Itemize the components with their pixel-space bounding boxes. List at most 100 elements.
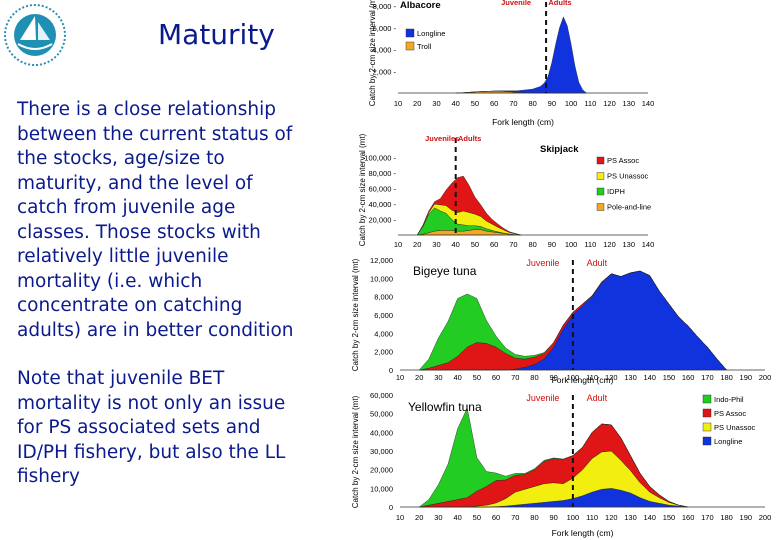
series-area-longline: [455, 16, 588, 94]
chart-title: Yellowfin tuna: [408, 400, 482, 414]
legend-swatch: [702, 394, 712, 404]
y-tick-label: 80,000 -: [368, 169, 396, 178]
x-tick-label: 80: [528, 240, 536, 249]
x-tick-label: 150: [663, 513, 676, 522]
x-tick-label: 120: [605, 513, 618, 522]
y-axis-label: Catch by 2-cm size interval (mt): [368, 0, 377, 106]
x-tick-label: 140: [643, 373, 656, 382]
x-tick-label: 10: [396, 373, 404, 382]
y-tick-label: 2,000 -: [373, 67, 397, 76]
x-tick-label: 60: [492, 373, 500, 382]
legend-swatch: [596, 203, 605, 211]
juvenile-label: Juvenile: [526, 258, 559, 268]
y-tick-label: 8,000: [374, 293, 393, 302]
chart-title: Albacore: [400, 0, 441, 11]
y-tick-label: 60,000 -: [368, 185, 396, 194]
x-tick-label: 40: [452, 99, 460, 108]
x-axis-label: Fork length (cm): [552, 375, 614, 385]
x-tick-label: 20: [413, 99, 421, 108]
x-tick-label: 140: [643, 513, 656, 522]
y-tick-label: 50,000: [370, 410, 393, 419]
x-tick-label: 170: [701, 373, 714, 382]
x-tick-label: 150: [663, 373, 676, 382]
x-tick-label: 120: [603, 240, 616, 249]
x-tick-label: 30: [432, 99, 440, 108]
x-tick-label: 70: [511, 373, 519, 382]
legend-label: PS Unassoc: [607, 172, 649, 181]
x-tick-label: 140: [642, 240, 655, 249]
x-tick-label: 180: [720, 513, 733, 522]
legend-swatch: [596, 156, 605, 165]
x-axis-label: Fork length (cm): [552, 528, 614, 538]
x-tick-label: 40: [453, 513, 461, 522]
legend-label: PS Unassoc: [714, 423, 756, 432]
x-tick-label: 100: [567, 513, 580, 522]
legend-label: Indo-Phil: [714, 395, 744, 404]
x-tick-label: 130: [624, 513, 637, 522]
x-tick-label: 70: [509, 240, 517, 249]
x-tick-label: 170: [701, 513, 714, 522]
x-tick-label: 50: [471, 240, 479, 249]
x-tick-label: 200: [759, 513, 772, 522]
x-tick-label: 130: [623, 99, 636, 108]
y-axis-label: Catch by 2-cm size interval (mt): [358, 133, 367, 246]
y-tick-label: 20,000 -: [368, 216, 396, 225]
juvenile-label: Juvenile: [501, 0, 531, 7]
x-tick-label: 30: [432, 240, 440, 249]
body-paragraph-2: Note that juvenile BET mortality is not …: [17, 368, 286, 487]
y-tick-label: 0: [389, 366, 393, 375]
legend-swatch: [702, 408, 712, 418]
legend-swatch: [405, 28, 415, 38]
x-tick-label: 190: [740, 373, 753, 382]
x-tick-label: 20: [415, 373, 423, 382]
x-tick-label: 80: [530, 373, 538, 382]
y-tick-label: 4,000: [374, 329, 393, 338]
x-tick-label: 140: [642, 99, 655, 108]
x-tick-label: 10: [394, 99, 402, 108]
x-tick-label: 90: [548, 240, 556, 249]
y-axis-label: Catch by 2-cm size interval (mt): [351, 258, 360, 371]
x-tick-label: 50: [473, 373, 481, 382]
x-tick-label: 30: [434, 373, 442, 382]
legend-swatch: [405, 41, 415, 51]
x-tick-label: 90: [548, 99, 556, 108]
x-tick-label: 10: [394, 240, 402, 249]
x-tick-label: 190: [740, 513, 753, 522]
y-tick-label: 40,000: [370, 428, 393, 437]
x-tick-label: 100: [567, 373, 580, 382]
y-tick-label: 2,000: [374, 348, 393, 357]
legend-label: IDPH: [607, 187, 625, 196]
x-tick-label: 50: [471, 99, 479, 108]
x-tick-label: 110: [586, 373, 598, 382]
legend-label: Troll: [417, 42, 432, 51]
x-tick-label: 160: [682, 513, 695, 522]
y-tick-label: 60,000: [370, 391, 393, 400]
legend-swatch: [596, 187, 605, 196]
adult-label: Adult: [587, 393, 608, 403]
x-tick-label: 20: [413, 240, 421, 249]
x-axis-label: Fork length (cm): [492, 117, 554, 127]
organization-logo: [4, 4, 66, 66]
x-tick-label: 90: [550, 513, 558, 522]
y-tick-label: 10,000: [370, 274, 393, 283]
x-tick-label: 90: [550, 373, 558, 382]
y-tick-label: 20,000: [370, 466, 393, 475]
y-tick-label: 6,000: [374, 311, 393, 320]
y-tick-label: 12,000: [370, 256, 393, 265]
x-tick-label: 80: [528, 99, 536, 108]
y-tick-label: 10,000: [370, 484, 393, 493]
x-tick-label: 50: [473, 513, 481, 522]
y-tick-label: 8,000 -: [373, 2, 397, 11]
x-tick-label: 120: [605, 373, 618, 382]
legend-swatch: [702, 436, 712, 446]
slide-title: Maturity: [158, 18, 275, 51]
y-axis-label: Catch by 2-cm size interval (mt): [351, 395, 360, 508]
y-tick-label: 6,000 -: [373, 24, 397, 33]
x-tick-label: 160: [682, 373, 695, 382]
legend-label: PS Assoc: [714, 409, 746, 418]
x-tick-label: 120: [603, 99, 616, 108]
x-tick-label: 60: [490, 99, 498, 108]
x-tick-label: 40: [453, 373, 461, 382]
x-tick-label: 40: [452, 240, 460, 249]
x-tick-label: 110: [586, 513, 598, 522]
